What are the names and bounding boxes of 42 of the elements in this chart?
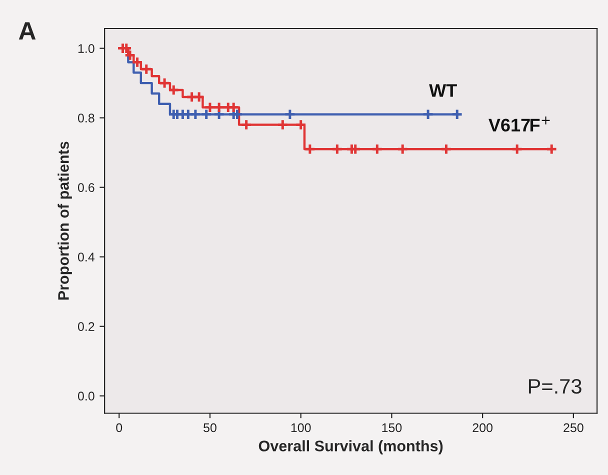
x-tick-label: 50 <box>204 423 216 432</box>
point <box>158 77 170 89</box>
point <box>371 143 384 156</box>
point <box>511 143 524 156</box>
y-tick-label: 1.0 <box>78 44 94 53</box>
point <box>168 84 180 96</box>
point <box>213 101 225 114</box>
point <box>193 91 205 103</box>
x-tick-label: 200 <box>472 423 493 432</box>
y-tick-label: 0.6 <box>78 183 94 192</box>
point <box>190 108 202 120</box>
x-tick-label: 150 <box>382 423 402 432</box>
point <box>396 143 409 156</box>
x-tick-label: 100 <box>291 423 311 432</box>
point <box>304 143 316 156</box>
series-label: V617F$^{+}$ <box>488 116 550 132</box>
point <box>140 63 152 76</box>
point <box>240 118 252 131</box>
point <box>228 101 240 114</box>
y-tick-label: 0.2 <box>78 322 94 332</box>
point <box>200 108 212 120</box>
point <box>131 56 144 68</box>
point <box>451 108 464 120</box>
point <box>204 101 216 114</box>
y-axis-title: Proportion of patients <box>58 142 72 300</box>
series-label: WT <box>429 84 457 97</box>
annotation: P=.73 <box>528 378 582 394</box>
point <box>124 49 136 62</box>
x-axis-title: Overall Survival (months) <box>258 440 443 454</box>
point <box>422 108 434 120</box>
point <box>546 143 558 156</box>
point <box>284 108 296 120</box>
point <box>294 118 307 131</box>
y-tick-label: 0.4 <box>78 252 94 262</box>
point <box>331 143 344 156</box>
text: A <box>18 22 36 40</box>
point <box>440 143 452 156</box>
point <box>276 118 289 131</box>
x-tick-label: 250 <box>564 423 584 432</box>
y-tick-label: 0.8 <box>78 114 94 122</box>
x-tick-label: 0 <box>116 423 122 432</box>
y-tick-label: 0.0 <box>78 392 94 401</box>
